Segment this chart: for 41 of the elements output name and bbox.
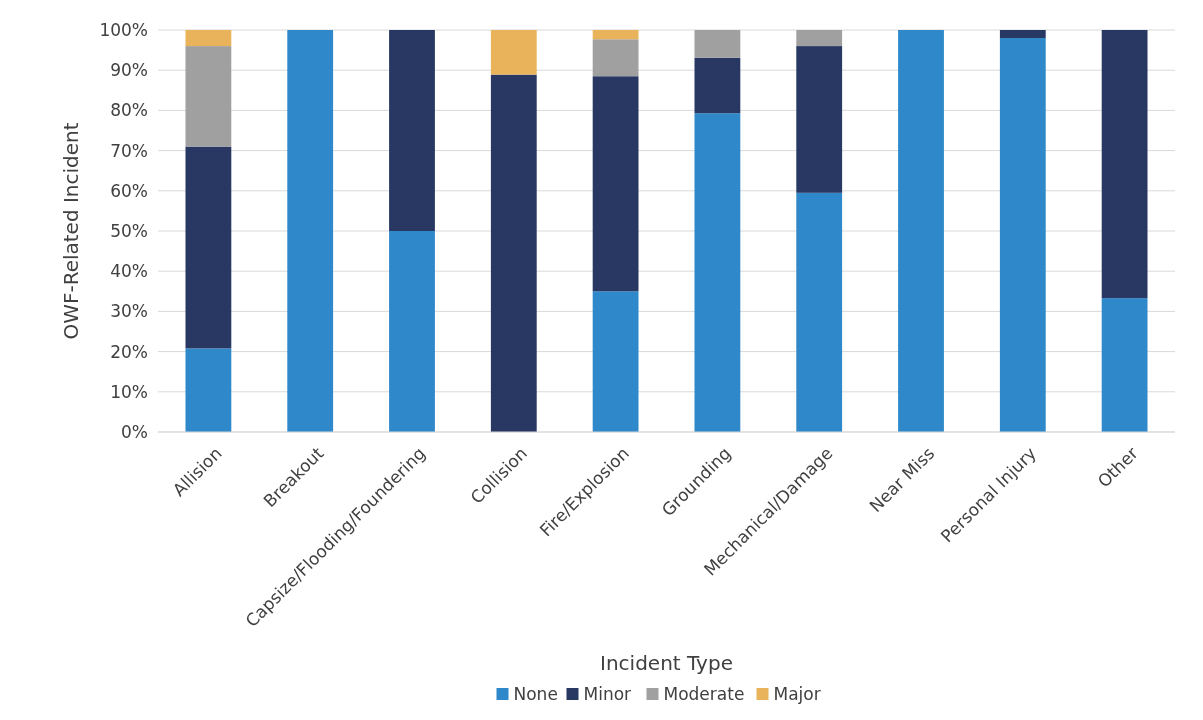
bar (796, 30, 843, 47)
y-tick-label: 50% (110, 220, 148, 241)
legend-label: Moderate (663, 684, 745, 704)
y-tick-label: 100% (99, 19, 148, 40)
bar (592, 76, 639, 292)
bar (389, 231, 435, 432)
y-tick-label: 30% (110, 301, 148, 322)
bar (1101, 30, 1148, 299)
bar (694, 113, 741, 432)
y-tick-label: 40% (110, 261, 148, 282)
bar (796, 192, 843, 432)
bar (490, 30, 537, 75)
bar (185, 146, 232, 349)
bar (592, 291, 639, 432)
y-tick-label: 70% (110, 140, 148, 161)
y-tick-label: 0% (121, 421, 148, 442)
y-tick-label: 90% (110, 60, 148, 81)
y-tick-label: 10% (110, 381, 148, 402)
bar (999, 30, 1046, 39)
bar (999, 38, 1046, 432)
bar (389, 30, 435, 231)
bar (592, 30, 639, 40)
bar (898, 30, 944, 432)
bar (287, 30, 334, 432)
x-axis-title: Incident Type (600, 651, 733, 675)
bar (185, 46, 232, 147)
bar (185, 30, 232, 47)
bar (694, 57, 741, 114)
bar (694, 30, 741, 58)
legend-label: None (513, 684, 558, 704)
bar (185, 348, 232, 432)
bar (490, 74, 537, 432)
bar (592, 39, 639, 77)
y-tick-label: 20% (110, 341, 148, 362)
y-tick-label: 80% (110, 100, 148, 121)
y-tick-label: 60% (110, 180, 148, 201)
y-axis-title: OWF-Related Incident (59, 122, 83, 340)
bar (796, 46, 843, 193)
legend-label: Minor (583, 684, 632, 704)
legend-label: Major (773, 684, 821, 704)
bar (1101, 298, 1148, 432)
